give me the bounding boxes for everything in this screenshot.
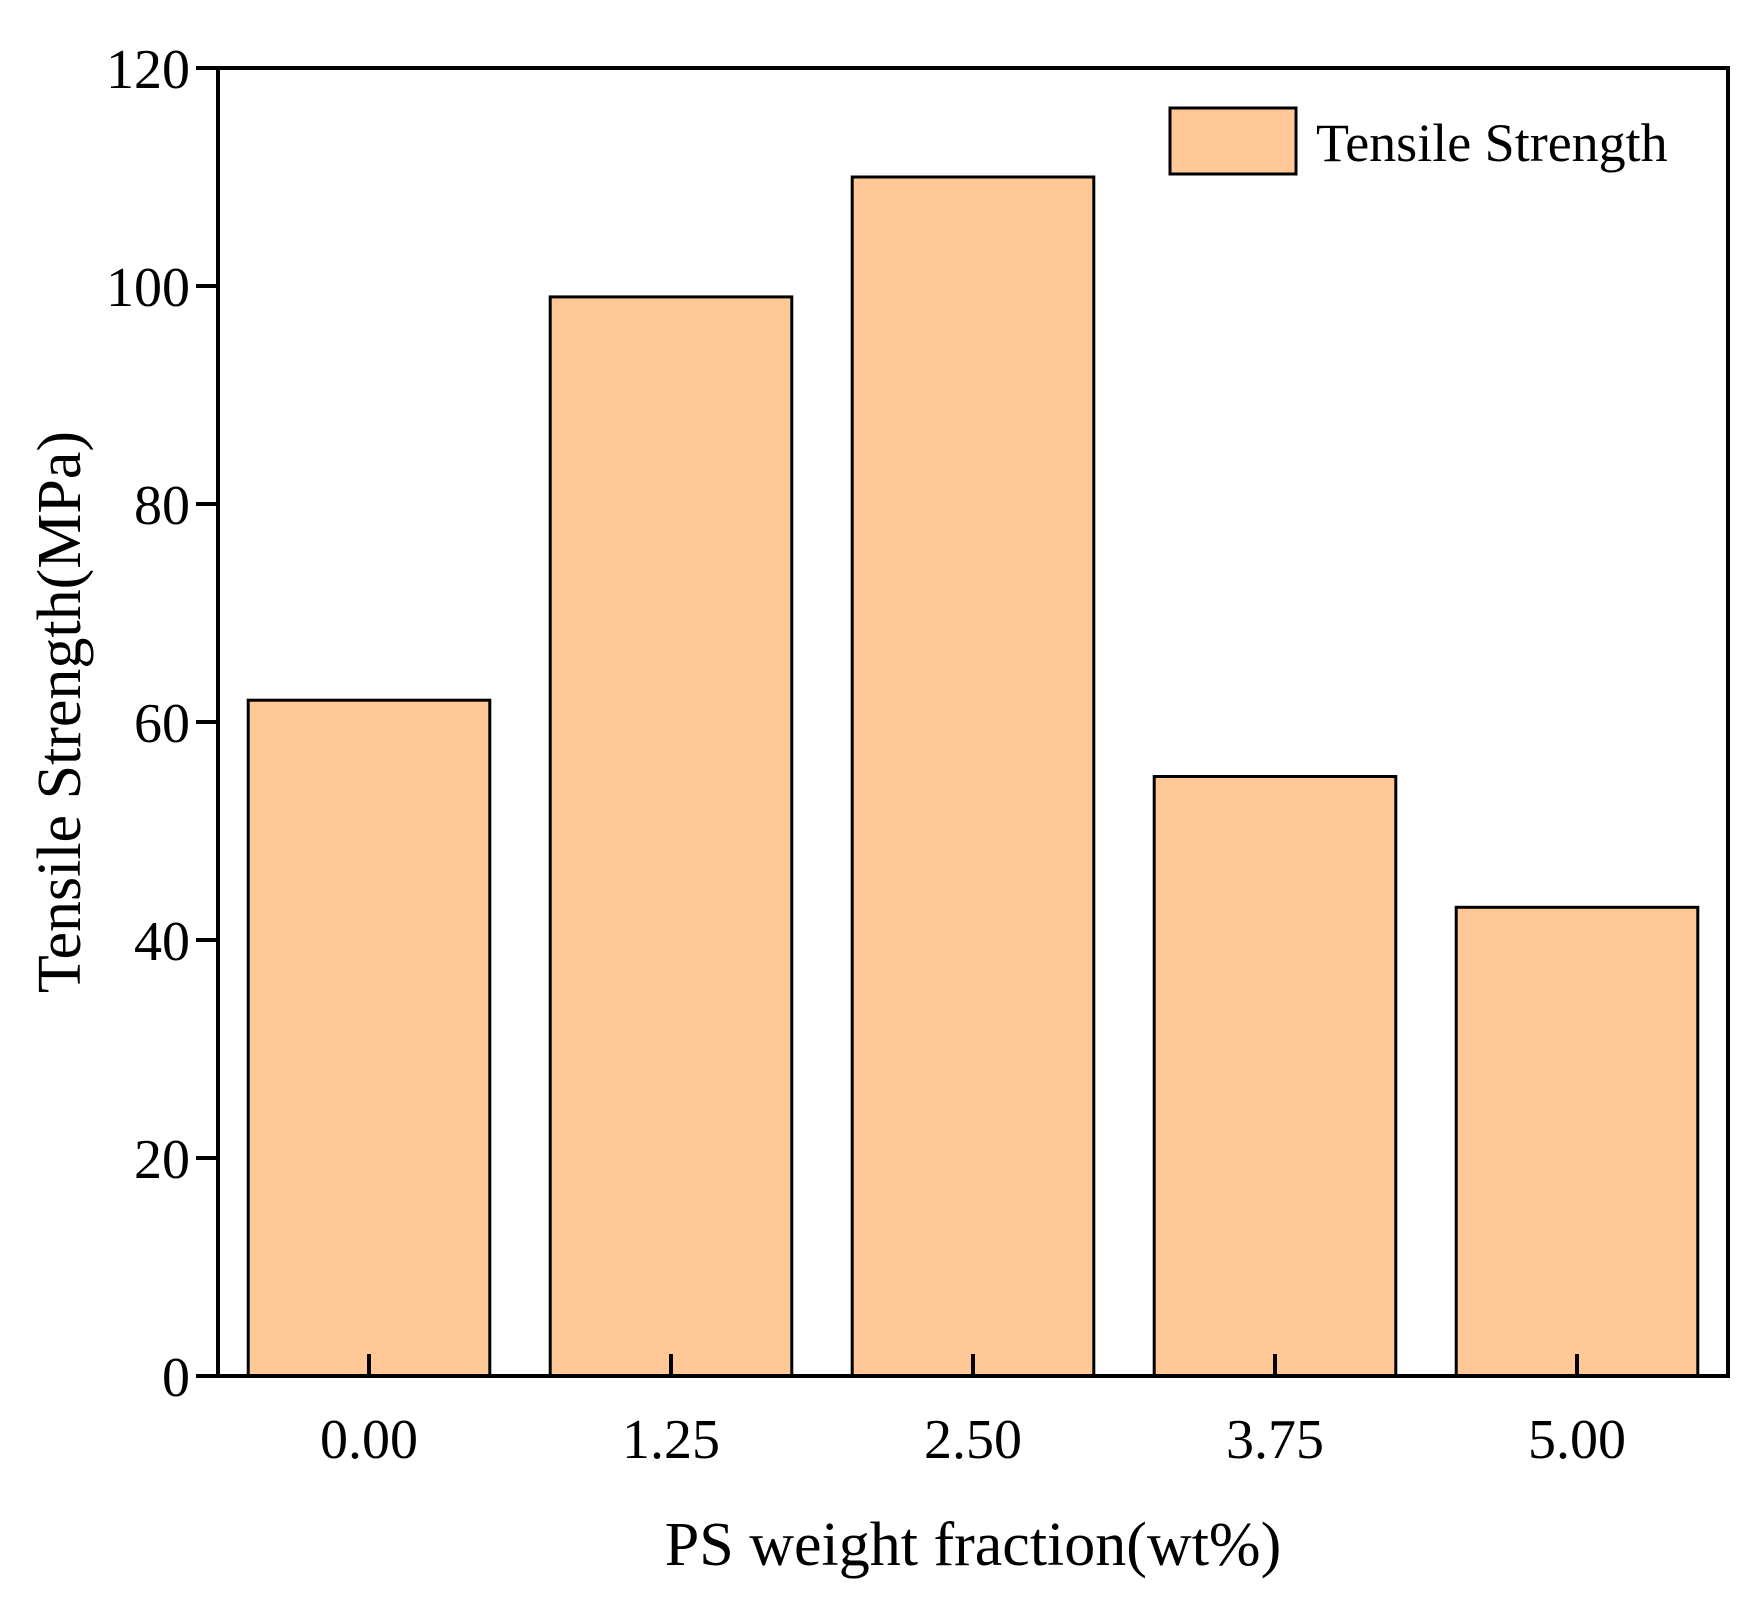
bar-3.75 <box>1152 775 1398 1378</box>
x-axis-ticks: 0.00 1.25 2.50 3.75 5.00 <box>320 1354 1626 1471</box>
x-tick-label-5.00: 5.00 <box>1528 1409 1626 1471</box>
y-axis-title: Tensile Strength(MPa) <box>26 431 94 993</box>
x-axis-title: PS weight fraction(wt%) <box>665 1511 1281 1579</box>
y-axis-ticks: 0 20 40 60 80 100 120 <box>106 39 218 1409</box>
y-tick-label-20: 20 <box>134 1129 190 1191</box>
legend-label: Tensile Strength <box>1316 113 1668 173</box>
bars-layer <box>246 175 1700 1378</box>
bar-1.25 <box>548 295 794 1378</box>
y-tick-label-60: 60 <box>134 693 190 755</box>
x-tick-label-3.75: 3.75 <box>1226 1409 1324 1471</box>
y-tick-label-80: 80 <box>134 475 190 537</box>
legend-swatch <box>1168 106 1298 176</box>
bar-5.00 <box>1454 905 1700 1378</box>
y-tick-label-100: 100 <box>106 257 190 319</box>
bar-0.00 <box>246 698 492 1378</box>
x-tick-label-2.50: 2.50 <box>924 1409 1022 1471</box>
y-tick-label-0: 0 <box>162 1347 190 1409</box>
x-tick-label-0.00: 0.00 <box>320 1409 418 1471</box>
x-tick-label-1.25: 1.25 <box>622 1409 720 1471</box>
bar-2.50 <box>850 175 1096 1378</box>
y-tick-label-40: 40 <box>134 911 190 973</box>
y-tick-label-120: 120 <box>106 39 190 101</box>
legend: Tensile Strength <box>1168 106 1668 176</box>
